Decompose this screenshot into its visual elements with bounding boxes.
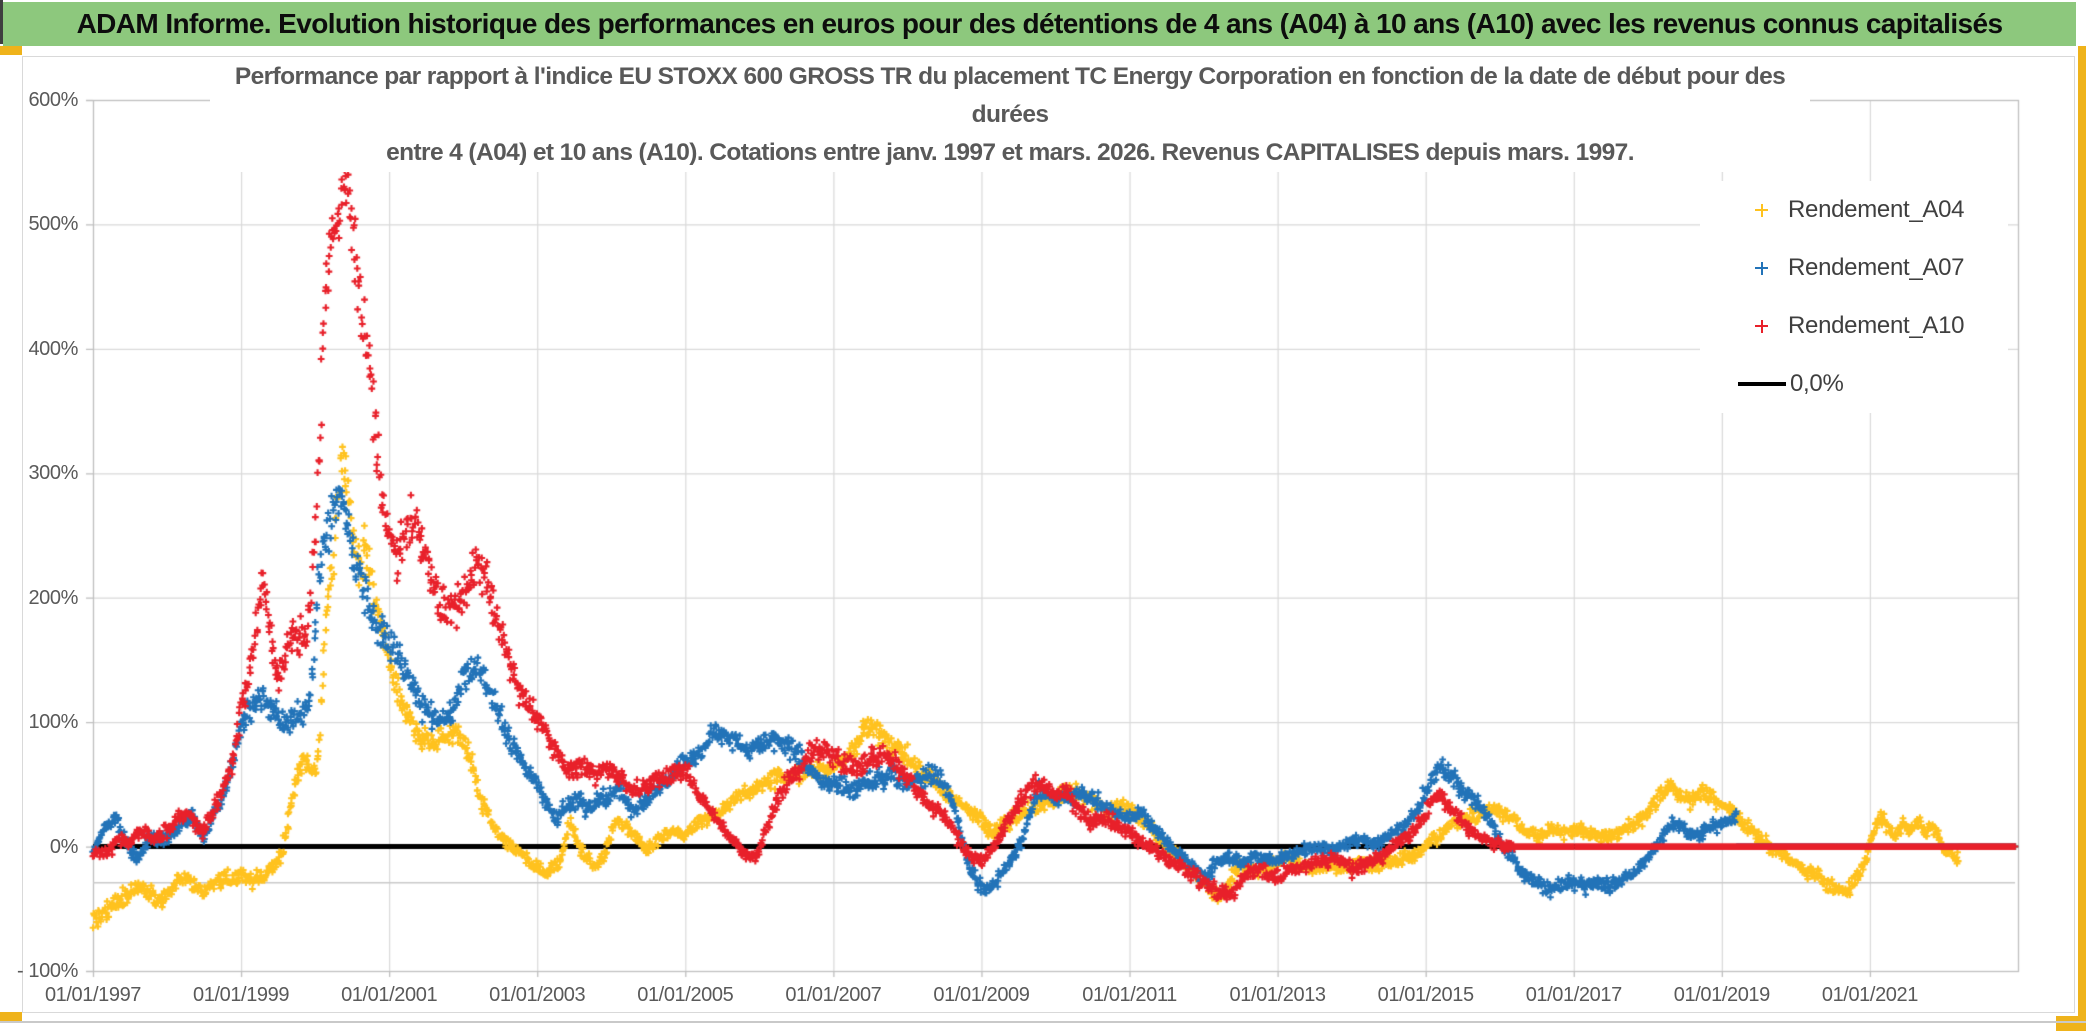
chart-title-line1: Performance par rapport à l'indice EU ST…: [234, 63, 1786, 128]
legend-label: 0,0%: [1790, 370, 1844, 397]
x-axis-label: 01/01/2013: [1229, 984, 1327, 1006]
legend-label: Rendement_A07: [1788, 254, 1965, 281]
x-axis-label: 01/01/2021: [1821, 984, 1919, 1006]
legend-item-rendement-a04[interactable]: Rendement_A04: [1700, 181, 2008, 239]
legend[interactable]: Rendement_A04 Rendement_A07 Rendement_A10 0…: [1700, 181, 2008, 413]
y-axis-label: 600%: [28, 89, 78, 111]
y-axis-label: 100%: [28, 711, 78, 734]
x-axis-label: 01/01/2015: [1377, 984, 1475, 1006]
plus-marker-icon: [1755, 203, 1768, 217]
y-axis-label: 400%: [28, 337, 78, 360]
x-axis-label: 01/01/2009: [933, 984, 1030, 1006]
gold-border-bottom-right: [2056, 1016, 2086, 1031]
zero-line-icon: [1738, 382, 1786, 386]
y-axis-label: 200%: [28, 586, 78, 609]
x-axis-label: 01/01/1997: [44, 984, 142, 1006]
y-axis-label: 0%: [49, 835, 79, 858]
sheet-bottom-rule: [0, 1021, 2086, 1023]
x-axis-label: 01/01/2011: [1082, 984, 1177, 1006]
legend-item-rendement-a07[interactable]: Rendement_A07: [1700, 239, 2008, 297]
x-axis-label: 01/01/2007: [785, 984, 882, 1006]
plus-marker-icon: [1755, 261, 1768, 275]
legend-item-rendement-a10[interactable]: Rendement_A10: [1700, 297, 2008, 355]
legend-label: Rendement_A04: [1788, 196, 1965, 223]
chart-title: Performance par rapport à l'indice EU ST…: [210, 58, 1810, 172]
plus-marker-icon: [1755, 319, 1768, 333]
y-axis-label: 300%: [28, 462, 78, 485]
y-axis-label: - 100%: [17, 960, 78, 982]
x-axis-label: 01/01/2001: [341, 984, 438, 1006]
gold-border-right: [2078, 46, 2086, 1031]
x-axis-label: 01/01/2005: [637, 984, 734, 1006]
x-axis-label: 01/01/2003: [489, 984, 586, 1006]
legend-item-0-0-[interactable]: 0,0%: [1700, 355, 2008, 413]
gold-border-bottom-left: [0, 1012, 22, 1021]
x-axis-label: 01/01/2019: [1673, 984, 1771, 1006]
chart-title-line2: entre 4 (A04) et 10 ans (A10). Cotations…: [386, 139, 1634, 166]
gold-border-top-left: [0, 46, 22, 55]
y-axis-label: 500%: [28, 213, 78, 236]
x-axis-label: 01/01/1999: [193, 984, 290, 1006]
legend-label: Rendement_A10: [1788, 312, 1965, 339]
x-axis-label: 01/01/2017: [1525, 984, 1623, 1006]
